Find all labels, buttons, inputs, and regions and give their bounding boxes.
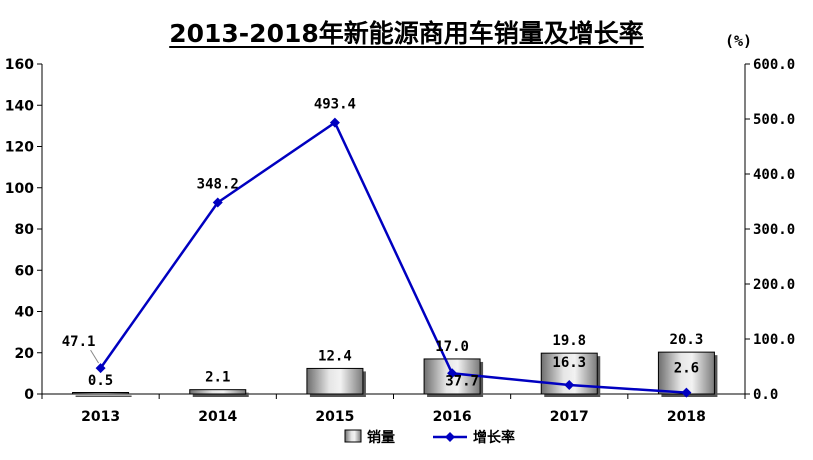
- chart-title: 2013-2018年新能源商用车销量及增长率: [169, 19, 644, 48]
- bar-data-label: 17.0: [435, 339, 469, 355]
- right-axis-tick-label: 500.0: [753, 112, 795, 128]
- x-axis-tick-label: 2014: [198, 409, 237, 425]
- bar-2013: [72, 392, 130, 395]
- x-axis-tick-label: 2018: [667, 409, 706, 425]
- growth-rate-point-2016: [447, 368, 458, 379]
- bar-data-label: 12.4: [318, 348, 352, 364]
- bar-data-label: 19.8: [552, 333, 586, 349]
- bar-shadow: [192, 392, 249, 397]
- bar-data-label: 0.5: [88, 373, 113, 389]
- bar-2018: [657, 351, 715, 395]
- left-axis-tick-label: 60: [15, 263, 35, 279]
- growth-rate-point-2013: [95, 363, 106, 374]
- x-axis-tick-label: 2016: [433, 409, 472, 425]
- line-data-label: 348.2: [197, 176, 239, 192]
- right-axis-tick-label: 200.0: [753, 277, 795, 293]
- bar-shadow: [75, 395, 132, 397]
- left-axis-tick-label: 80: [15, 222, 35, 238]
- left-axis-tick-label: 0: [24, 387, 34, 403]
- x-axis-tick-label: 2017: [550, 409, 589, 425]
- right-axis-tick-label: 0.0: [753, 387, 778, 403]
- legend-bar-swatch: [344, 429, 362, 443]
- bar-data-label: 2.1: [205, 370, 230, 386]
- line-data-label: 2.6: [674, 361, 699, 377]
- legend-bar-label: 销量: [367, 429, 395, 446]
- line-data-label: 47.1: [62, 334, 96, 350]
- left-axis-tick-label: 120: [5, 140, 34, 156]
- right-axis-tick-label: 100.0: [753, 332, 795, 348]
- left-axis-tick-label: 20: [15, 346, 35, 362]
- left-axis-tick-label: 140: [5, 98, 34, 114]
- right-axis-tick-label: 600.0: [753, 57, 795, 73]
- right-axis-unit: (%): [725, 32, 753, 50]
- label-leader-line: [90, 349, 100, 364]
- bar-2014: [189, 389, 247, 395]
- bar-2015: [306, 367, 364, 395]
- line-data-label: 16.3: [552, 355, 586, 371]
- bar-data-label: 20.3: [670, 332, 704, 348]
- line-data-label: 493.4: [314, 97, 356, 113]
- line-data-label: 37.7: [445, 373, 479, 389]
- x-axis-tick-label: 2013: [81, 409, 120, 425]
- left-axis-tick-label: 40: [15, 305, 35, 321]
- left-axis-tick-label: 100: [5, 181, 34, 197]
- right-axis-tick-label: 300.0: [753, 222, 795, 238]
- legend-line-marker: [445, 432, 455, 442]
- growth-rate-line: [99, 120, 687, 394]
- left-axis-tick-label: 160: [5, 57, 34, 73]
- growth-rate-point-2018: [681, 387, 692, 398]
- x-axis-tick-label: 2015: [315, 409, 354, 425]
- growth-rate-point-2015: [329, 117, 340, 128]
- bar-2016: [423, 358, 481, 395]
- growth-rate-point-2017: [564, 380, 575, 391]
- right-axis-tick-label: 400.0: [753, 167, 795, 183]
- legend-line-label: 增长率: [473, 429, 515, 446]
- growth-rate-point-2014: [212, 197, 223, 208]
